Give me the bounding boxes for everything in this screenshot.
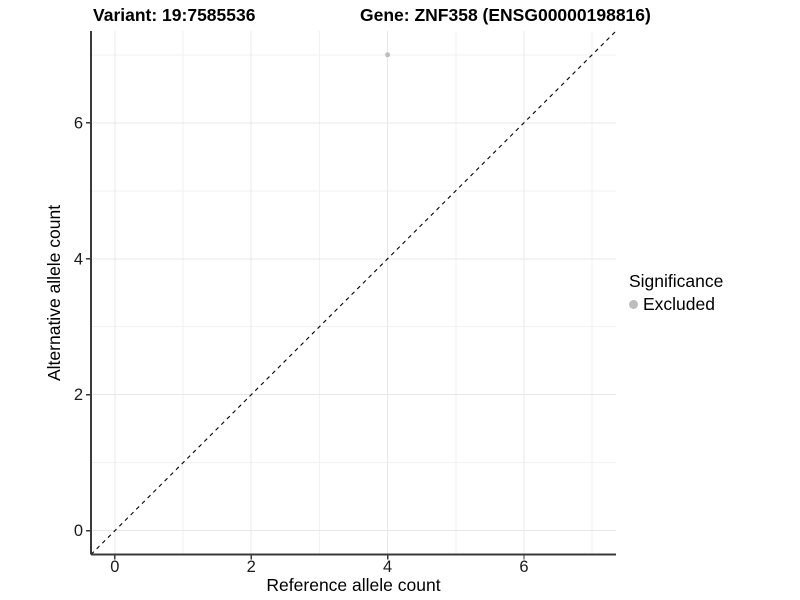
plot-title-variant: Variant: 19:7585536 bbox=[93, 5, 256, 25]
y-tick-label: 6 bbox=[74, 114, 83, 132]
legend: Significance Excluded bbox=[629, 271, 723, 315]
identity-line bbox=[90, 30, 617, 555]
data-point bbox=[385, 52, 391, 58]
x-axis-title: Reference allele count bbox=[266, 575, 441, 595]
legend-entry-excluded: Excluded bbox=[629, 294, 723, 315]
excluded-point-icon bbox=[629, 300, 638, 309]
x-tick-label: 0 bbox=[110, 558, 119, 576]
plot-title-gene: Gene: ZNF358 (ENSG00000198816) bbox=[360, 5, 651, 25]
y-tick-label: 0 bbox=[74, 522, 83, 540]
legend-title: Significance bbox=[629, 271, 724, 291]
x-tick-label: 6 bbox=[519, 558, 528, 576]
y-axis-title: Alternative allele count bbox=[44, 204, 64, 382]
y-tick-label: 2 bbox=[74, 386, 83, 404]
y-tick-label: 4 bbox=[74, 250, 83, 268]
x-tick-label: 4 bbox=[383, 558, 392, 576]
x-tick-label: 2 bbox=[247, 558, 256, 576]
legend-entry-label: Excluded bbox=[643, 294, 715, 314]
